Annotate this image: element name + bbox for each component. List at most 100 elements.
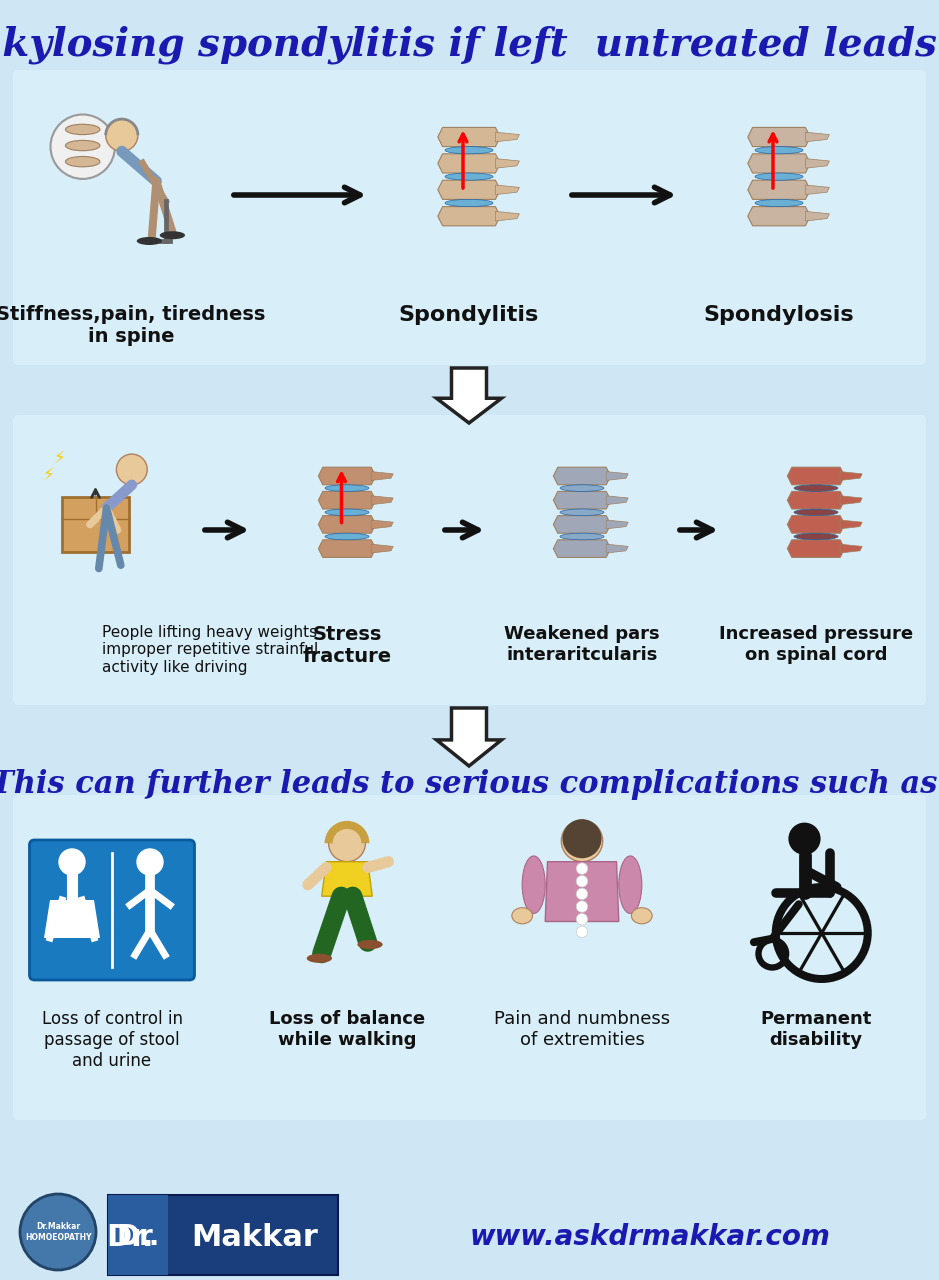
Text: Dr.: Dr.: [106, 1222, 154, 1252]
Circle shape: [577, 876, 588, 887]
Polygon shape: [553, 492, 610, 509]
Text: ⚡: ⚡: [42, 466, 54, 484]
Text: This can further leads to serious complications such as:: This can further leads to serious compli…: [0, 769, 939, 800]
Text: Increased pressure
on spinal cord: Increased pressure on spinal cord: [719, 625, 913, 664]
Polygon shape: [371, 544, 393, 553]
Ellipse shape: [445, 200, 493, 206]
FancyBboxPatch shape: [29, 840, 194, 980]
Ellipse shape: [325, 485, 369, 492]
Text: Weakened pars
interaritcularis: Weakened pars interaritcularis: [504, 625, 660, 664]
Circle shape: [577, 863, 588, 874]
Polygon shape: [840, 544, 862, 553]
Circle shape: [51, 114, 115, 179]
Polygon shape: [437, 708, 501, 765]
Polygon shape: [788, 492, 844, 509]
Ellipse shape: [755, 200, 803, 206]
Circle shape: [59, 849, 85, 876]
Text: Ankylosing spondylitis if left  untreated leads to: Ankylosing spondylitis if left untreated…: [0, 26, 939, 64]
Polygon shape: [553, 516, 610, 534]
Circle shape: [562, 820, 603, 861]
Ellipse shape: [358, 940, 383, 948]
Polygon shape: [322, 861, 372, 896]
Circle shape: [577, 927, 588, 937]
Circle shape: [106, 119, 138, 151]
Polygon shape: [806, 159, 829, 168]
Polygon shape: [318, 492, 376, 509]
Circle shape: [329, 824, 365, 861]
Bar: [108, 1196, 168, 1275]
Polygon shape: [747, 128, 810, 147]
Polygon shape: [806, 186, 829, 195]
Polygon shape: [496, 159, 519, 168]
Ellipse shape: [755, 173, 803, 180]
Circle shape: [577, 914, 588, 925]
Polygon shape: [788, 467, 844, 485]
Polygon shape: [553, 540, 610, 557]
Polygon shape: [840, 471, 862, 480]
Text: Spondylitis: Spondylitis: [399, 305, 539, 325]
Text: Makkar: Makkar: [192, 1222, 318, 1252]
Text: Pain and numbness
of extremities: Pain and numbness of extremities: [494, 1010, 670, 1048]
Polygon shape: [747, 154, 810, 173]
Text: ⚡: ⚡: [54, 449, 65, 467]
Ellipse shape: [66, 141, 100, 151]
Polygon shape: [371, 495, 393, 504]
Ellipse shape: [445, 173, 493, 180]
Ellipse shape: [137, 237, 162, 244]
Polygon shape: [496, 211, 519, 221]
Ellipse shape: [445, 147, 493, 154]
Polygon shape: [318, 467, 376, 485]
Ellipse shape: [794, 485, 838, 492]
Text: Loss of balance
while walking: Loss of balance while walking: [269, 1010, 425, 1048]
Ellipse shape: [325, 509, 369, 516]
Polygon shape: [371, 520, 393, 529]
Ellipse shape: [560, 534, 604, 540]
Circle shape: [116, 454, 147, 485]
Ellipse shape: [66, 156, 100, 166]
Ellipse shape: [160, 232, 185, 239]
Polygon shape: [44, 900, 100, 938]
Ellipse shape: [325, 534, 369, 540]
Text: Permanent
disability: Permanent disability: [761, 1010, 871, 1048]
Bar: [0, 1180, 939, 1280]
Ellipse shape: [619, 856, 641, 914]
Circle shape: [562, 819, 602, 859]
Polygon shape: [318, 516, 376, 534]
Circle shape: [577, 888, 588, 900]
Polygon shape: [438, 128, 500, 147]
Polygon shape: [607, 544, 628, 553]
Polygon shape: [553, 467, 610, 485]
Polygon shape: [607, 520, 628, 529]
Polygon shape: [607, 495, 628, 504]
Polygon shape: [496, 132, 519, 142]
Polygon shape: [438, 206, 500, 225]
Text: Dr.Makkar
HOMOEOPATHY: Dr.Makkar HOMOEOPATHY: [24, 1222, 91, 1242]
Ellipse shape: [522, 856, 546, 914]
Polygon shape: [747, 206, 810, 225]
Polygon shape: [806, 132, 829, 142]
Polygon shape: [788, 540, 844, 557]
Polygon shape: [371, 471, 393, 480]
Polygon shape: [318, 540, 376, 557]
Circle shape: [20, 1194, 96, 1270]
Ellipse shape: [794, 534, 838, 540]
Text: People lifting heavy weights
improper repetitive strainful
activity like driving: People lifting heavy weights improper re…: [102, 625, 318, 675]
Polygon shape: [438, 180, 500, 200]
Ellipse shape: [512, 908, 532, 924]
Polygon shape: [438, 154, 500, 173]
Polygon shape: [788, 516, 844, 534]
Text: Stress
fracture: Stress fracture: [302, 625, 392, 666]
Bar: [0, 1180, 939, 1280]
Ellipse shape: [794, 509, 838, 516]
FancyBboxPatch shape: [13, 415, 926, 705]
Polygon shape: [747, 180, 810, 200]
Ellipse shape: [755, 147, 803, 154]
Bar: [63, 497, 129, 552]
Polygon shape: [607, 471, 628, 480]
Ellipse shape: [560, 509, 604, 516]
FancyBboxPatch shape: [13, 795, 926, 1120]
Circle shape: [577, 901, 588, 913]
Circle shape: [789, 823, 821, 855]
Text: www.askdrmakkar.com: www.askdrmakkar.com: [470, 1222, 830, 1251]
Text: Loss of control in
passage of stool
and urine: Loss of control in passage of stool and …: [41, 1010, 182, 1070]
